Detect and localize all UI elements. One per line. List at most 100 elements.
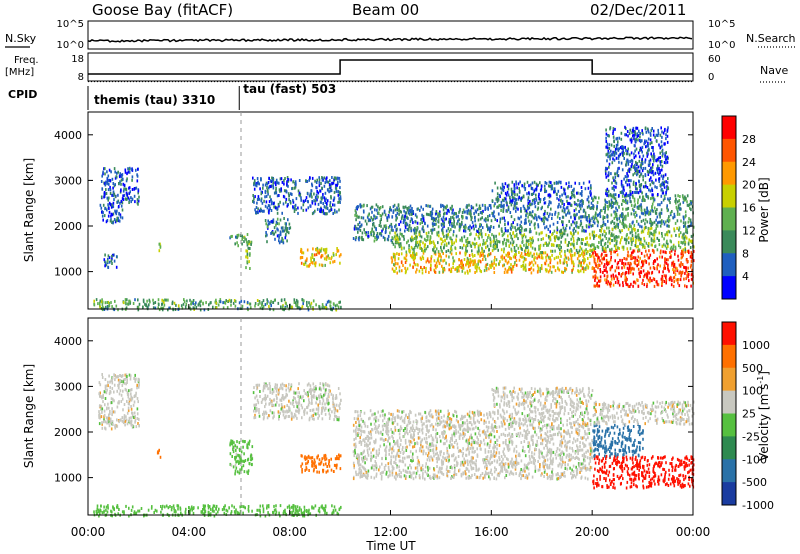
data-cell (310, 189, 313, 193)
data-cell (326, 202, 328, 205)
data-cell (278, 233, 280, 237)
data-cell (330, 206, 332, 210)
data-cell (651, 221, 654, 225)
data-cell (657, 203, 659, 207)
data-cell (111, 257, 113, 261)
data-cell (550, 207, 552, 211)
data-cell (498, 232, 501, 236)
data-cell (392, 242, 395, 246)
data-cell (386, 237, 389, 241)
data-cell (285, 222, 287, 226)
data-cell (106, 219, 109, 222)
data-cell (663, 222, 666, 226)
data-cell (661, 234, 663, 238)
data-cell (383, 209, 386, 213)
data-cell (553, 257, 556, 261)
data-cell (325, 206, 327, 210)
data-cell (593, 284, 596, 288)
data-cell (622, 245, 625, 249)
data-cell (626, 283, 629, 287)
data-cell (608, 226, 610, 230)
data-cell (134, 200, 136, 204)
data-cell (273, 504, 275, 508)
data-cell (323, 196, 326, 200)
data-cell (531, 199, 534, 203)
data-cell (543, 220, 545, 224)
data-cell (474, 245, 476, 249)
data-cell (584, 242, 586, 246)
data-cell (281, 180, 284, 184)
data-cell (563, 188, 566, 192)
data-cell (596, 253, 599, 257)
data-cell (663, 280, 666, 283)
data-cell (516, 223, 519, 227)
data-cell (615, 185, 617, 189)
data-cell (388, 210, 391, 214)
data-cell (637, 169, 640, 173)
data-cell (108, 178, 110, 182)
data-cell (474, 243, 476, 246)
data-cell (618, 205, 620, 209)
data-cell (234, 304, 237, 308)
data-cell (177, 304, 180, 308)
data-cell (551, 217, 553, 220)
data-cell (531, 181, 534, 185)
data-cell (449, 247, 452, 251)
data-cell (608, 162, 611, 166)
data-cell (118, 182, 120, 185)
data-cell (476, 208, 479, 212)
data-cell (335, 183, 337, 187)
data-cell (493, 266, 495, 270)
data-cell (270, 198, 272, 202)
data-cell (549, 256, 551, 260)
data-cell (612, 157, 614, 161)
data-cell (647, 195, 649, 199)
data-cell (195, 305, 198, 309)
data-cell (651, 270, 654, 274)
data-cell (241, 505, 243, 508)
data-cell (267, 192, 269, 196)
data-cell (571, 189, 574, 193)
data-cell (270, 299, 272, 303)
data-cell (636, 219, 638, 223)
data-cell (387, 234, 390, 238)
noise-search-label: N.Search (746, 32, 796, 45)
data-cell (581, 242, 583, 246)
data-cell (550, 201, 552, 205)
data-cell (260, 192, 263, 196)
data-cell (258, 300, 261, 303)
data-cell (458, 265, 460, 269)
data-cell (678, 226, 681, 230)
data-cell (627, 147, 629, 151)
data-cell (616, 202, 619, 206)
data-cell (565, 256, 567, 260)
data-cell (621, 184, 624, 188)
data-cell (579, 215, 582, 219)
data-cell (403, 256, 406, 260)
data-cell (495, 263, 497, 267)
data-cell (627, 261, 630, 265)
data-cell (279, 177, 282, 181)
data-cell (648, 148, 650, 152)
data-cell (496, 195, 499, 199)
data-cell (596, 284, 599, 288)
data-cell (468, 203, 470, 207)
data-cell (529, 222, 531, 226)
data-cell (279, 504, 282, 508)
data-cell (331, 511, 334, 515)
data-cell (514, 193, 516, 197)
data-cell (244, 506, 246, 510)
data-cell (610, 252, 612, 256)
data-cell (664, 157, 667, 161)
data-cell (583, 228, 585, 232)
data-cell (269, 195, 271, 199)
data-cell (217, 303, 220, 307)
data-cell (249, 306, 252, 310)
data-cell (533, 189, 536, 193)
data-cell (252, 194, 254, 197)
data-cell (531, 187, 534, 191)
data-cell (520, 207, 522, 211)
data-cell (525, 243, 528, 247)
data-cell (167, 308, 169, 312)
data-cell (676, 278, 679, 282)
